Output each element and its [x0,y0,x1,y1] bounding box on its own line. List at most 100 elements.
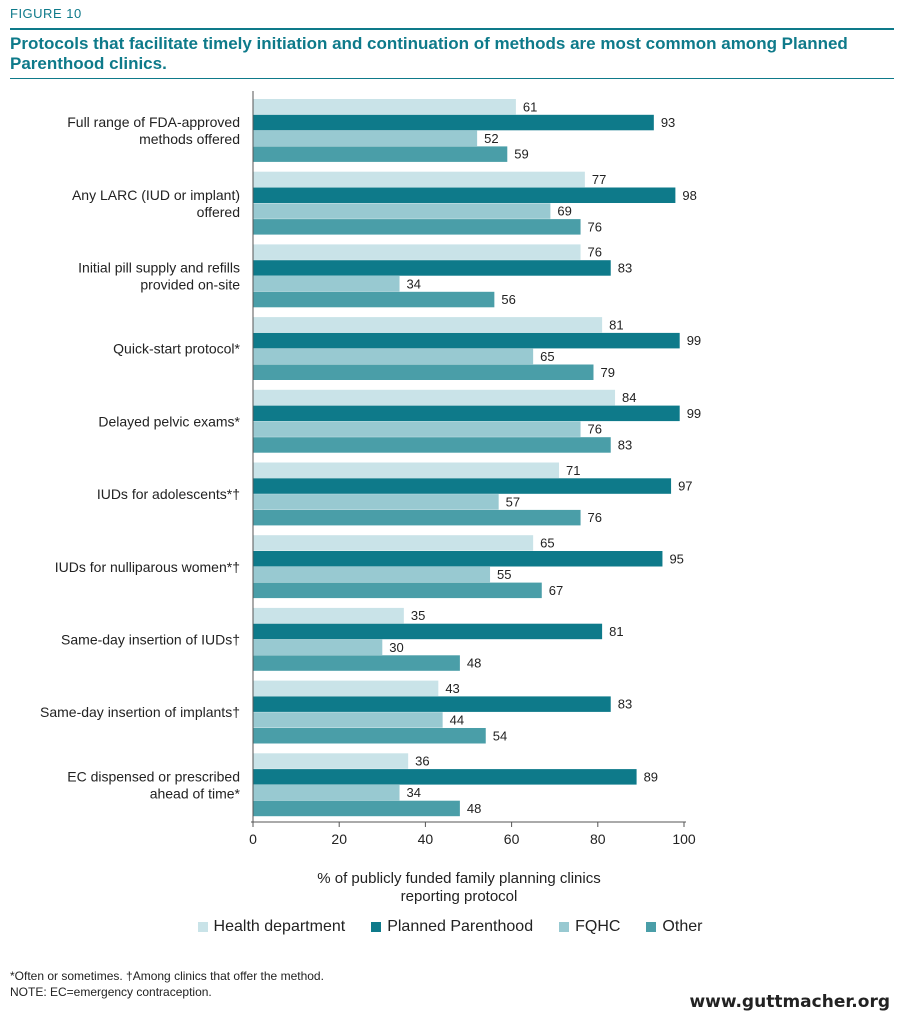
tick-label: 40 [418,831,434,847]
legend-swatch [646,922,657,932]
value-label: 83 [618,697,632,712]
category-label: IUDs for nulliparous women*† [55,559,240,575]
category-label: methods offered [139,131,240,147]
legend-swatch [197,922,208,932]
value-label: 36 [415,754,429,769]
bar [253,680,439,697]
value-label: 79 [600,365,614,380]
category-label: Any LARC (IUD or implant) [72,187,240,203]
value-label: 76 [588,422,602,437]
bar [253,203,551,219]
bars-group: 61 93 52 59 77 98 69 76 76 83 34 56 81 99 65 79 84 99 76 83… [253,99,701,817]
legend-swatch [559,922,570,932]
bar [253,582,542,599]
bar [253,494,499,510]
bar [253,219,581,235]
category-label: EC dispensed or prescribed [67,768,240,784]
value-label: 76 [588,510,602,525]
value-label: 57 [506,494,520,509]
bar [253,566,491,583]
category-label: ahead of time* [150,785,241,801]
bar [253,317,603,333]
footnote-line: NOTE: EC=emergency contraception. [10,985,212,999]
tick-label: 20 [331,831,347,847]
bar [253,130,478,147]
legend-item: FQHC [559,918,620,936]
value-label: 84 [622,390,636,405]
tick-label: 80 [590,831,606,847]
value-label: 76 [588,245,602,260]
value-label: 65 [540,535,554,550]
footnotes: *Often or sometimes. †Among clinics that… [10,968,324,1000]
bar [253,146,508,162]
bar [253,276,400,292]
value-label: 83 [618,437,632,452]
legend-label: Health department [213,918,346,935]
category-label: Initial pill supply and refills [78,260,240,276]
bar [253,551,663,567]
bar [253,478,672,494]
chart-title: Protocols that facilitate timely initiat… [10,34,848,73]
bar [253,696,611,712]
value-label: 69 [557,204,571,219]
bar [253,244,581,260]
bar [253,260,611,276]
bar [253,462,560,478]
bar [253,405,680,422]
bar [253,421,581,437]
legend-label: FQHC [575,918,621,935]
bar [253,114,654,131]
value-label: 81 [609,317,623,332]
title-rule-top [10,28,894,30]
value-label: 65 [540,349,554,364]
x-axis: 0 20 40 60 80 100 % of publicly funded family … [249,91,696,905]
bar [253,332,680,349]
legend-item: Health department [197,918,346,936]
bar [253,509,581,526]
value-label: 83 [618,260,632,275]
bar [253,753,409,769]
category-label: Delayed pelvic exams* [98,413,240,429]
x-axis-title: reporting protocol [401,888,518,905]
legend-swatch [371,922,382,932]
value-label: 67 [549,583,563,598]
bar [253,607,404,624]
value-label: 76 [588,219,602,234]
value-label: 54 [493,728,507,743]
bar [253,800,460,817]
legend-label: Other [662,918,703,935]
tick-label: 0 [249,831,257,847]
value-label: 56 [501,292,515,307]
category-label: provided on-site [140,277,240,293]
legend-label: Planned Parenthood [387,918,534,935]
category-label: Quick-start protocol* [113,341,240,357]
value-label: 52 [484,131,498,146]
category-label: IUDs for adolescents*† [97,486,240,502]
tick-label: 100 [672,831,696,847]
bar [253,639,383,655]
value-label: 95 [669,551,683,566]
category-label: offered [197,204,240,220]
category-label: Same-day insertion of implants† [40,704,240,720]
value-label: 61 [523,99,537,114]
bar [253,389,616,406]
bar [253,437,611,453]
value-label: 99 [687,333,701,348]
legend-item: Other [646,918,702,936]
legend-item: Planned Parenthood [371,918,533,936]
bar [253,712,443,728]
value-label: 30 [389,640,403,655]
title-rule-bottom [10,78,894,79]
value-label: 89 [644,769,658,784]
value-label: 71 [566,463,580,478]
bar [253,769,637,785]
value-label: 55 [497,567,511,582]
value-label: 77 [592,172,606,187]
bar [253,728,486,744]
value-label: 35 [411,608,425,623]
bar [253,655,460,671]
bar [253,171,585,188]
category-label: Full range of FDA-approved [67,114,240,130]
bar [253,364,594,380]
value-label: 34 [407,785,421,800]
